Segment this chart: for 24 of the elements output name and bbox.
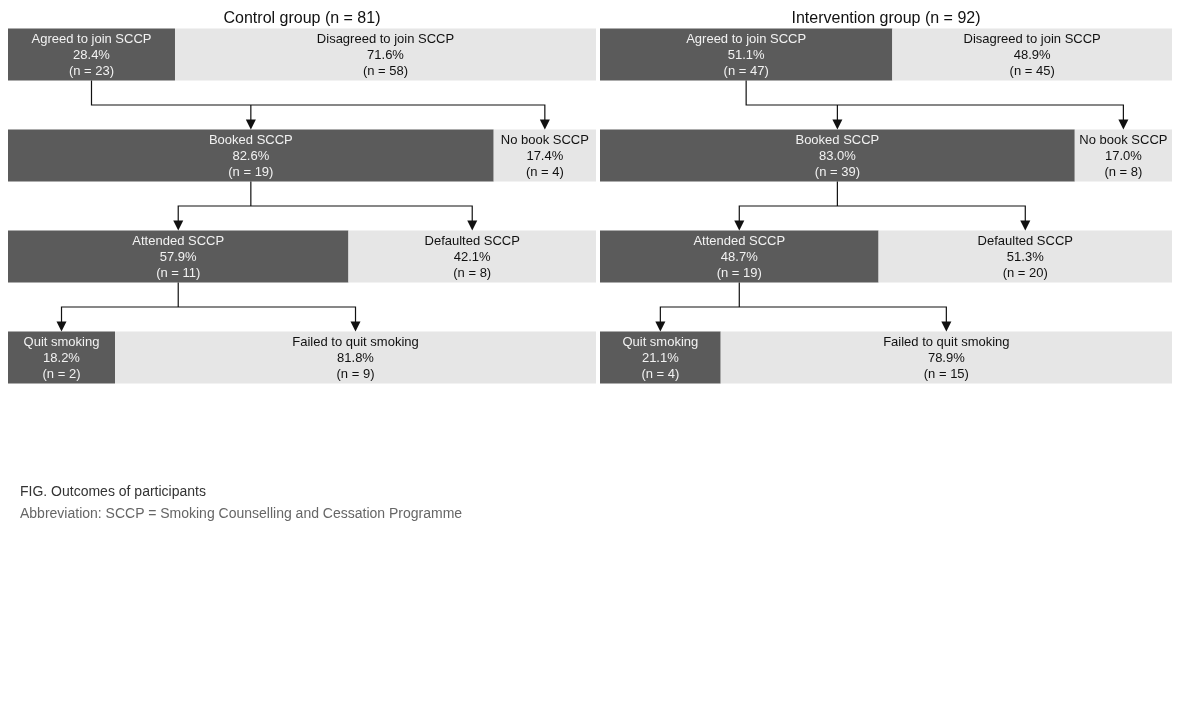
data-label: Defaulted SCCP 42.1% (n = 8) [424,233,520,280]
data-label: Failed to quit smoking 81.8% (n = 9) [292,334,419,381]
chart-title: Control group (n = 81) [223,8,381,26]
data-label: Booked SCCP 83.0% (n = 39) [795,132,880,179]
bar [115,331,596,384]
data-label: Agreed to join SCCP 51.1% (n = 47) [686,31,807,78]
chart-title: Intervention group (n = 92) [791,8,981,26]
data-label: No book SCCP 17.4% (n = 4) [500,132,589,179]
data-label: Defaulted SCCP 51.3% (n = 20) [977,233,1073,280]
bar [720,331,1172,384]
data-label: No book SCCP 17.0% (n = 8) [1079,132,1168,179]
data-label: Disagreed to join SCCP 48.9% (n = 45) [963,31,1101,78]
data-label: Failed to quit smoking 78.9% (n = 15) [883,334,1010,381]
data-label: Booked SCCP 82.6% (n = 19) [208,132,293,179]
data-label: Agreed to join SCCP 28.4% (n = 23) [31,31,152,78]
data-label: Attended SCCP 57.9% (n = 11) [132,233,225,280]
text: Abbreviation: SCCP = Smoking Counselling and Cessation Programme [20,504,463,523]
data-label: Disagreed to join SCCP 71.6% (n = 58) [316,31,455,78]
bar [878,230,1172,283]
bar [348,230,596,283]
text: FIG. Outcomes of participants [20,482,207,501]
data-label: Quit smoking 18.2% (n = 2) [23,334,100,381]
data-label: Quit smoking 21.1% (n = 4) [622,334,699,381]
data-label: Attended SCCP 48.7% (n = 19) [693,233,786,280]
